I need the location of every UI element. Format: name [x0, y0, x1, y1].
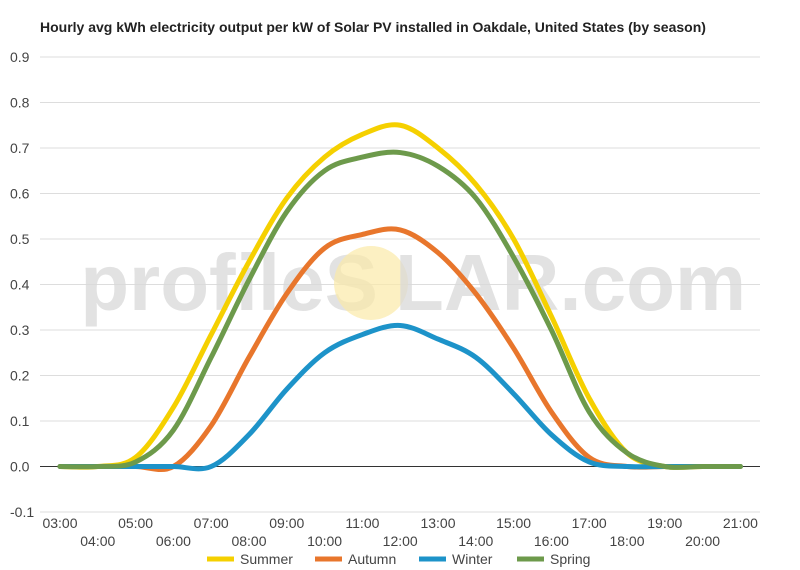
series-line-winter: [57, 322, 743, 472]
x-tick-label: 19:00: [647, 515, 682, 531]
x-tick-label: 13:00: [420, 515, 455, 531]
legend-label-autumn: Autumn: [348, 551, 396, 567]
x-tick-label: 18:00: [609, 533, 644, 549]
series-layer: [57, 122, 743, 472]
x-tick-label: 07:00: [194, 515, 229, 531]
legend: Summer Autumn Winter Spring: [207, 551, 590, 567]
y-tick-label: 0.8: [10, 95, 30, 111]
y-tick-label: 0.9: [10, 49, 30, 65]
y-tick-label: -0.1: [10, 504, 34, 520]
x-tick-label: 16:00: [534, 533, 569, 549]
x-tick-label: 10:00: [307, 533, 342, 549]
y-tick-label: 0.2: [10, 368, 30, 384]
x-tick-label: 03:00: [42, 515, 77, 531]
y-tick-label: 0.1: [10, 413, 30, 429]
y-tick-label: 0.4: [10, 277, 30, 293]
x-tick-label: 09:00: [269, 515, 304, 531]
x-tick-label: 21:00: [723, 515, 758, 531]
watermark-text-right: LAR.com: [395, 238, 746, 327]
legend-label-summer: Summer: [240, 551, 293, 567]
chart-title: Hourly avg kWh electricity output per kW…: [40, 19, 706, 35]
x-tick-label: 06:00: [156, 533, 191, 549]
watermark: profileS LAR.com: [80, 238, 746, 327]
y-tick-label: 0.3: [10, 322, 30, 338]
x-tick-label: 20:00: [685, 533, 720, 549]
x-tick-label: 05:00: [118, 515, 153, 531]
x-tick-label: 17:00: [572, 515, 607, 531]
x-tick-label: 11:00: [345, 515, 379, 531]
y-tick-label: 0.0: [10, 459, 30, 475]
x-tick-label: 15:00: [496, 515, 531, 531]
x-tick-label: 04:00: [80, 533, 115, 549]
series-line-spring: [57, 149, 743, 470]
watermark-sun-icon: [334, 246, 408, 320]
y-tick-label: 0.5: [10, 231, 30, 247]
y-tick-label: 0.7: [10, 140, 30, 156]
legend-label-spring: Spring: [550, 551, 590, 567]
legend-label-winter: Winter: [452, 551, 493, 567]
watermark-text-left: profileS: [80, 238, 378, 327]
x-tick-label: 08:00: [231, 533, 266, 549]
y-tick-label: 0.6: [10, 186, 30, 202]
axis-layer: -0.10.00.10.20.30.40.50.60.70.80.903:00 0…: [10, 49, 760, 549]
x-tick-label: 14:00: [458, 533, 493, 549]
x-tick-label: 12:00: [383, 533, 418, 549]
